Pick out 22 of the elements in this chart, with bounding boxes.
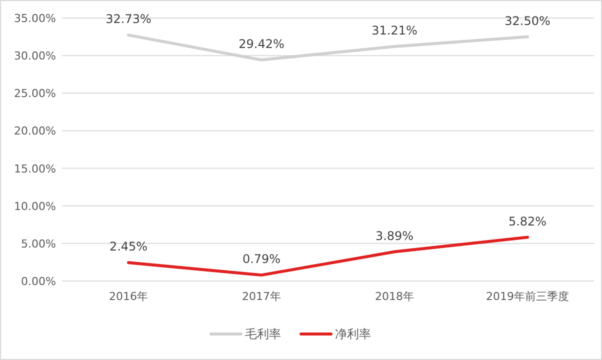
y-tick-label: 10.00%	[14, 200, 56, 213]
x-tick-label: 2017年	[242, 290, 281, 303]
x-tick-label: 2018年	[375, 290, 414, 303]
data-label: 29.42%	[238, 36, 284, 51]
y-tick-label: 5.00%	[21, 237, 56, 250]
x-tick-label: 2019年前三季度	[486, 290, 569, 303]
data-label: 32.50%	[504, 14, 550, 28]
data-label: 31.21%	[372, 23, 418, 38]
data-label: 3.89%	[375, 228, 414, 243]
y-tick-label: 15.00%	[14, 162, 56, 176]
data-label: 2.45%	[109, 240, 148, 254]
legend-label: 净利率	[335, 327, 371, 341]
data-label: 5.82%	[508, 214, 547, 228]
y-tick-label: 25.00%	[14, 87, 56, 100]
y-tick-label: 0.00%	[21, 275, 56, 288]
y-tick-label: 20.00%	[14, 124, 56, 138]
data-label: 32.73%	[106, 12, 152, 26]
y-tick-label: 35.00%	[14, 12, 56, 25]
data-label: 0.79%	[242, 252, 281, 266]
legend-label: 毛利率	[245, 327, 281, 341]
y-tick-label: 30.00%	[14, 50, 56, 63]
x-tick-label: 2016年	[109, 290, 148, 303]
